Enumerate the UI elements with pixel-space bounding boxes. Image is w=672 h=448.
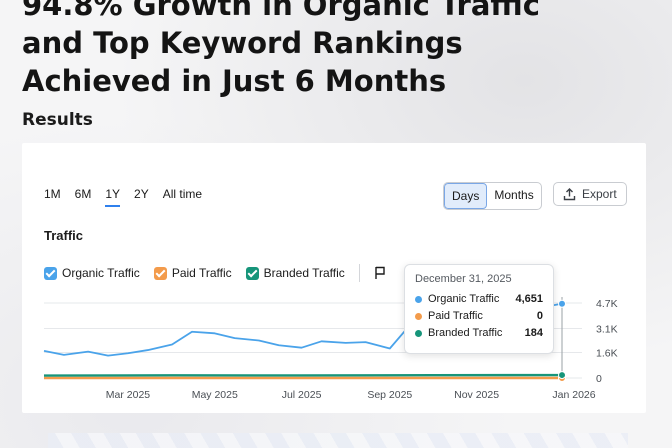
flag-icon[interactable] xyxy=(374,266,386,280)
tooltip-label: Organic Traffic xyxy=(428,293,500,305)
legend-paid[interactable]: Paid Traffic xyxy=(153,266,232,280)
y-axis: 4.7K 3.1K 1.6K 0 xyxy=(596,298,618,385)
x-tick-label: Jul 2025 xyxy=(282,389,322,401)
y-tick-label: 0 xyxy=(596,373,602,385)
x-tick-label: Sep 2025 xyxy=(367,389,412,401)
tooltip-row-organic: Organic Traffic 4,651 xyxy=(415,293,543,305)
period-selector: 1M 6M 1Y 2Y All time xyxy=(44,187,202,207)
panel-title: Traffic xyxy=(44,228,84,243)
days-button[interactable]: Days xyxy=(444,183,488,209)
legend-paid-label: Paid Traffic xyxy=(171,266,232,280)
export-button[interactable]: Export xyxy=(553,182,627,206)
dot-icon xyxy=(415,312,422,320)
series-line-branded-traffic xyxy=(43,373,563,377)
period-1m[interactable]: 1M xyxy=(44,187,61,201)
granularity-toggle: Days Months xyxy=(443,182,542,210)
headline-line-1: 94.8% Growth in Organic Traffic xyxy=(22,0,540,22)
y-tick-label: 3.1K xyxy=(596,324,618,336)
legend-divider xyxy=(358,264,360,282)
x-tick-label: Jan 2026 xyxy=(552,389,595,401)
legend-organic[interactable]: Organic Traffic xyxy=(44,266,140,280)
x-tick-label: May 2025 xyxy=(192,389,238,401)
hover-marker xyxy=(558,297,566,382)
hover-point xyxy=(558,299,566,308)
tooltip-value: 4,651 xyxy=(515,293,543,305)
tooltip-value: 184 xyxy=(524,327,543,339)
dot-icon xyxy=(415,295,422,303)
x-tick-label: Nov 2025 xyxy=(454,389,499,401)
tooltip-value: 0 xyxy=(536,310,543,322)
chart-legend: Organic Traffic Paid Traffic Branded Tra… xyxy=(44,264,386,282)
tooltip-label: Paid Traffic xyxy=(428,310,483,322)
dot-icon xyxy=(415,329,422,337)
x-tick-label: Mar 2025 xyxy=(106,389,151,401)
checkbox-icon[interactable] xyxy=(44,266,57,280)
period-all-time[interactable]: All time xyxy=(162,187,203,201)
traffic-chart: 4.7K 3.1K 1.6K 0 Mar 2025 May 2025 Jul 2025 Se… xyxy=(43,297,618,401)
y-tick-label: 1.6K xyxy=(596,347,618,359)
checkbox-icon[interactable] xyxy=(153,266,167,280)
legend-organic-label: Organic Traffic xyxy=(62,266,140,280)
headline-line-3: Achieved in Just 6 Months xyxy=(22,64,447,98)
tooltip-row-branded: Branded Traffic 184 xyxy=(415,327,543,339)
export-label: Export xyxy=(582,187,617,201)
headline: 94.8% Growth in Organic Traffic and Top … xyxy=(22,0,662,100)
tooltip-row-paid: Paid Traffic 0 xyxy=(415,310,543,322)
period-1y[interactable]: 1Y xyxy=(105,187,121,207)
period-2y[interactable]: 2Y xyxy=(134,187,149,201)
checkbox-icon[interactable] xyxy=(245,266,259,280)
traffic-card: 1M 6M 1Y 2Y All time Days Months Export … xyxy=(22,143,646,413)
legend-branded-label: Branded Traffic xyxy=(263,266,345,280)
section-label: Results xyxy=(22,110,93,130)
months-button[interactable]: Months xyxy=(494,188,534,202)
period-6m[interactable]: 6M xyxy=(74,187,92,201)
legend-branded[interactable]: Branded Traffic xyxy=(245,266,345,280)
hover-point xyxy=(558,371,566,380)
upload-icon xyxy=(563,187,576,200)
tooltip-date: December 31, 2025 xyxy=(415,273,512,285)
x-axis: Mar 2025 May 2025 Jul 2025 Sep 2025 Nov 2025… xyxy=(106,389,596,401)
y-tick-label: 4.7K xyxy=(596,298,618,310)
tooltip-label: Branded Traffic xyxy=(428,327,503,339)
decorative-strip xyxy=(48,433,628,448)
chart-tooltip: December 31, 2025 Organic Traffic 4,651 … xyxy=(404,264,554,354)
headline-line-2: and Top Keyword Rankings xyxy=(22,26,463,60)
